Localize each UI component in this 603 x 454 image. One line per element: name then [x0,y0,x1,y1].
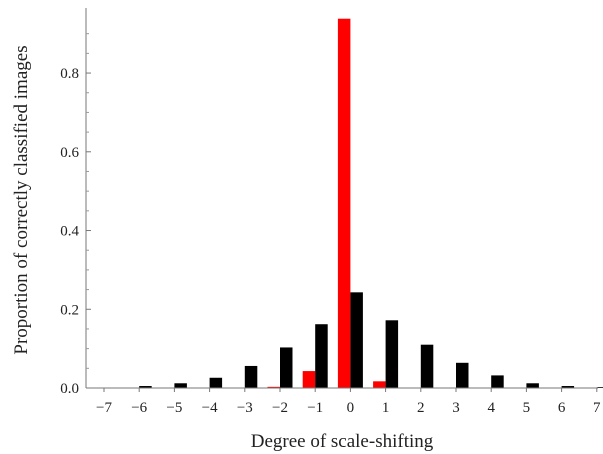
x-tick-label: 4 [487,400,495,416]
y-axis-title: Proportion of correctly classified image… [11,45,32,354]
y-tick-label: 0.6 [60,145,79,161]
x-tick-label: 3 [452,400,460,416]
x-axis-title: Degree of scale-shifting [251,431,434,452]
y-tick-label: 0.2 [60,302,79,318]
black-bar--1 [315,324,328,388]
x-tick-label: 6 [558,400,566,416]
x-tick-label: −5 [166,400,182,416]
x-tick-label: −6 [131,400,147,416]
x-tick-label: 5 [523,400,531,416]
x-tick-label: −3 [237,400,253,416]
y-tick-label: 0.4 [60,224,79,240]
red-bar--2 [267,386,280,388]
black-bar-7 [596,387,603,388]
x-tick-label: 7 [593,400,601,416]
y-tick-label: 0.0 [60,381,79,397]
x-ticks-group: −7 −6 −5 −4 −3 −2 −1 0 1 2 3 4 5 6 7 [96,388,601,416]
black-bar--4 [209,377,223,388]
y-tick-label: 0.8 [60,66,79,82]
x-tick-label: −2 [272,400,288,416]
x-tick-label: 0 [347,400,355,416]
red-bar-0 [337,18,351,388]
red-bar--1 [302,371,316,388]
x-tick-label: −7 [96,400,112,416]
black-bar--5 [174,383,187,388]
black-bar-5 [526,383,539,388]
x-tick-label: −1 [307,400,323,416]
black-bar--2 [280,347,293,388]
black-bar--6 [139,386,152,388]
black-bar-6 [561,386,575,388]
black-bar-3 [456,362,469,388]
black-bar--3 [244,365,258,388]
y-ticks-group: 0.0 0.2 0.4 0.6 0.8 [60,33,91,397]
black-bar-2 [420,344,434,388]
black-bar-4 [491,375,504,388]
x-tick-label: 1 [382,400,390,416]
red-bar-1 [373,381,386,388]
bars-group [104,18,603,389]
x-tick-label: −4 [202,400,218,416]
black-bar-1 [385,320,399,388]
x-tick-label: 2 [417,400,425,416]
black-bar-0 [350,292,363,388]
